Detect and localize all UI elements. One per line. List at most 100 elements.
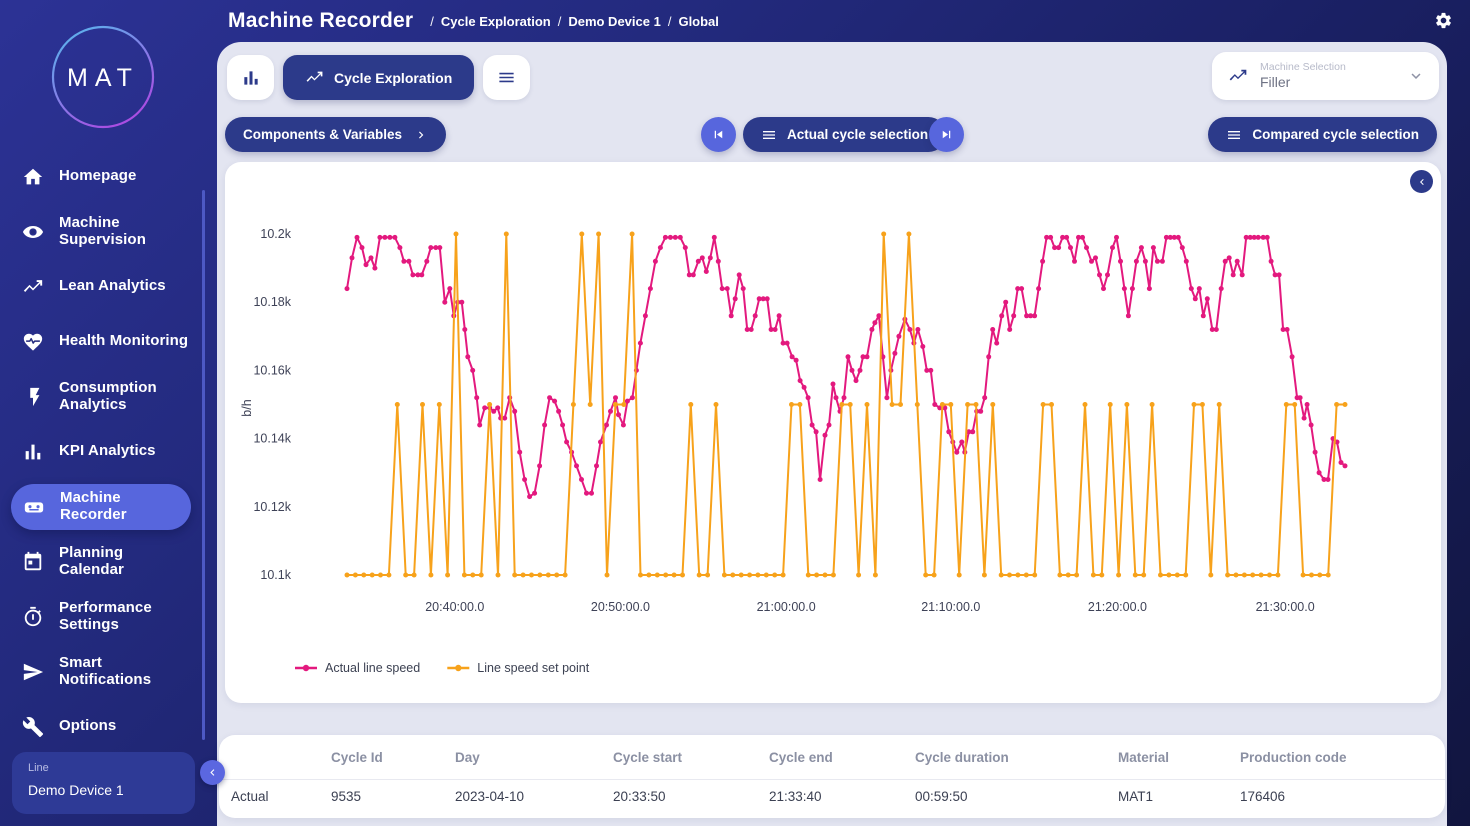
legend-label: Line speed set point xyxy=(477,661,589,675)
cell-day: 2023-04-10 xyxy=(455,789,525,804)
table-row-actual: Actual 9535 2023-04-10 20:33:50 21:33:40… xyxy=(219,780,1445,813)
sidebar-nav: Homepage Machine Supervision Lean Analyt… xyxy=(0,149,205,754)
eye-icon xyxy=(22,225,44,238)
settings-gear-icon[interactable] xyxy=(1434,11,1453,30)
sidebar-scrollbar[interactable] xyxy=(202,190,205,740)
sidebar-item-homepage[interactable]: Homepage xyxy=(0,149,205,204)
cycle-exploration-tab-label: Cycle Exploration xyxy=(334,69,453,86)
y-axis-tick-label: 10.2k xyxy=(260,227,291,241)
breadcrumb-global[interactable]: Global xyxy=(678,13,719,29)
legend-item[interactable] xyxy=(295,664,317,672)
chart-collapse-button[interactable] xyxy=(1410,170,1433,193)
app-logo: MAT xyxy=(51,25,155,129)
cycle-table-header-row: Cycle Id Day Cycle start Cycle end Cycle… xyxy=(219,735,1445,780)
compared-cycle-selection-button[interactable]: Compared cycle selection xyxy=(1208,117,1437,152)
compared-cycle-selection-label: Compared cycle selection xyxy=(1252,127,1419,142)
sidebar-item-label: Homepage xyxy=(59,167,137,185)
chart-view-button[interactable] xyxy=(227,55,274,100)
bolt-icon xyxy=(30,387,40,406)
heart-pulse-icon xyxy=(23,333,43,351)
sidebar-item-smart-notifications[interactable]: Smart Notifications xyxy=(0,644,205,699)
line-selector-card[interactable]: Line Demo Device 1 xyxy=(12,752,195,814)
y-axis-tick-label: 10.1k xyxy=(260,568,291,582)
machine-selection-dropdown[interactable]: Machine Selection Filler xyxy=(1212,52,1439,100)
skip-previous-icon xyxy=(714,130,723,139)
sidebar-item-label: Health Monitoring xyxy=(59,332,189,350)
trend-line-icon xyxy=(23,279,43,292)
breadcrumb-cycle-exploration[interactable]: Cycle Exploration xyxy=(440,13,551,29)
sidebar-item-label: Options xyxy=(59,717,117,735)
cycle-table-card: Cycle Id Day Cycle start Cycle end Cycle… xyxy=(219,735,1445,818)
cycle-chart-card: 10.2k 10.18k 10.16k 10.14k 10.12k 10.1k b/h 20:… xyxy=(225,162,1441,703)
actual-cycle-selection-label: Actual cycle selection xyxy=(787,127,929,142)
machine-selection-label: Machine Selection xyxy=(1260,60,1346,73)
cell-cycle-duration: 00:59:50 xyxy=(915,789,968,804)
page-title: Machine Recorder xyxy=(228,9,414,32)
chevron-left-icon xyxy=(210,769,215,776)
sidebar: MAT Homepage Machine Supervision Lean An… xyxy=(0,0,225,826)
line-selector-label: Line xyxy=(28,762,49,774)
main-panel: Cycle Exploration Machine Selection Fill… xyxy=(217,42,1447,826)
stopwatch-icon xyxy=(24,606,42,626)
y-axis-tick-label: 10.16k xyxy=(253,363,291,377)
sidebar-item-kpi-analytics[interactable]: KPI Analytics xyxy=(0,424,205,479)
x-axis-tick-label: 20:50:00.0 xyxy=(591,600,650,614)
x-axis-tick-label: 21:00:00.0 xyxy=(757,600,816,614)
previous-cycle-button[interactable] xyxy=(701,117,736,152)
calendar-icon xyxy=(24,551,42,570)
sidebar-item-machine-supervision[interactable]: Machine Supervision xyxy=(0,204,205,259)
chevron-left-icon xyxy=(1419,178,1424,185)
cell-production-code: 176406 xyxy=(1240,789,1286,804)
bar-chart-icon xyxy=(25,444,41,459)
breadcrumb-separator: / xyxy=(557,13,562,29)
top-header: Machine Recorder / Cycle Exploration / D… xyxy=(217,0,1470,42)
cell-cycle-start: 20:33:50 xyxy=(613,789,666,804)
chevron-right-icon xyxy=(419,131,424,138)
menu-icon xyxy=(763,130,775,139)
sidebar-item-machine-recorder[interactable]: Machine Recorder xyxy=(11,483,191,530)
sidebar-item-label: Smart Notifications xyxy=(59,653,152,688)
sidebar-item-options[interactable]: Options xyxy=(0,699,205,754)
trend-line-icon xyxy=(306,71,323,82)
sidebar-item-performance-settings[interactable]: Performance Settings xyxy=(0,589,205,644)
y-axis-title: b/h xyxy=(240,399,254,416)
line-chart: 10.2k 10.18k 10.16k 10.14k 10.12k 10.1k b/h 20:… xyxy=(240,227,1348,675)
series-actual-line-speed xyxy=(344,234,1348,500)
legend-item[interactable] xyxy=(447,664,470,672)
sidebar-item-label: Machine Recorder xyxy=(60,488,127,523)
sidebar-item-consumption-analytics[interactable]: Consumption Analytics xyxy=(0,369,205,424)
home-icon xyxy=(23,168,43,184)
view-toolbar: Cycle Exploration xyxy=(227,55,531,100)
sidebar-collapse-button[interactable] xyxy=(200,760,225,785)
machine-selection-value: Filler xyxy=(1260,73,1291,90)
cell-cycle-id: 9535 xyxy=(331,789,362,804)
breadcrumb-separator: / xyxy=(667,13,672,29)
sidebar-item-label: Performance Settings xyxy=(59,598,152,633)
x-axis-tick-label: 21:20:00.0 xyxy=(1088,600,1147,614)
cycle-exploration-tab[interactable]: Cycle Exploration xyxy=(283,55,475,100)
actual-cycle-selection-button[interactable]: Actual cycle selection xyxy=(743,117,947,152)
sidebar-item-label: Planning Calendar xyxy=(59,543,124,578)
cell-material: MAT1 xyxy=(1118,789,1154,804)
x-axis-tick-label: 21:30:00.0 xyxy=(1256,600,1315,614)
next-cycle-button[interactable] xyxy=(929,117,964,152)
sidebar-item-health-monitoring[interactable]: Health Monitoring xyxy=(0,314,205,369)
recorder-icon xyxy=(24,501,44,512)
column-header-day: Day xyxy=(455,749,480,765)
logo-text: MAT xyxy=(67,64,139,92)
sidebar-item-label: KPI Analytics xyxy=(59,442,156,460)
cell-cycle-end: 21:33:40 xyxy=(769,789,822,804)
menu-icon xyxy=(1228,130,1241,139)
components-variables-label: Components & Variables xyxy=(243,127,403,142)
breadcrumb-demo-device[interactable]: Demo Device 1 xyxy=(568,13,661,29)
sidebar-item-label: Consumption Analytics xyxy=(59,378,157,413)
breadcrumb: / Cycle Exploration / Demo Device 1 / Gl… xyxy=(423,14,719,29)
x-axis-tick-label: 20:40:00.0 xyxy=(425,600,484,614)
menu-view-button[interactable] xyxy=(483,55,531,100)
legend-label: Actual line speed xyxy=(325,661,420,675)
send-icon xyxy=(23,663,44,680)
components-variables-button[interactable]: Components & Variables xyxy=(225,117,447,152)
sidebar-item-planning-calendar[interactable]: Planning Calendar xyxy=(0,534,205,589)
sidebar-item-lean-analytics[interactable]: Lean Analytics xyxy=(0,259,205,314)
y-axis-tick-label: 10.12k xyxy=(253,500,291,514)
